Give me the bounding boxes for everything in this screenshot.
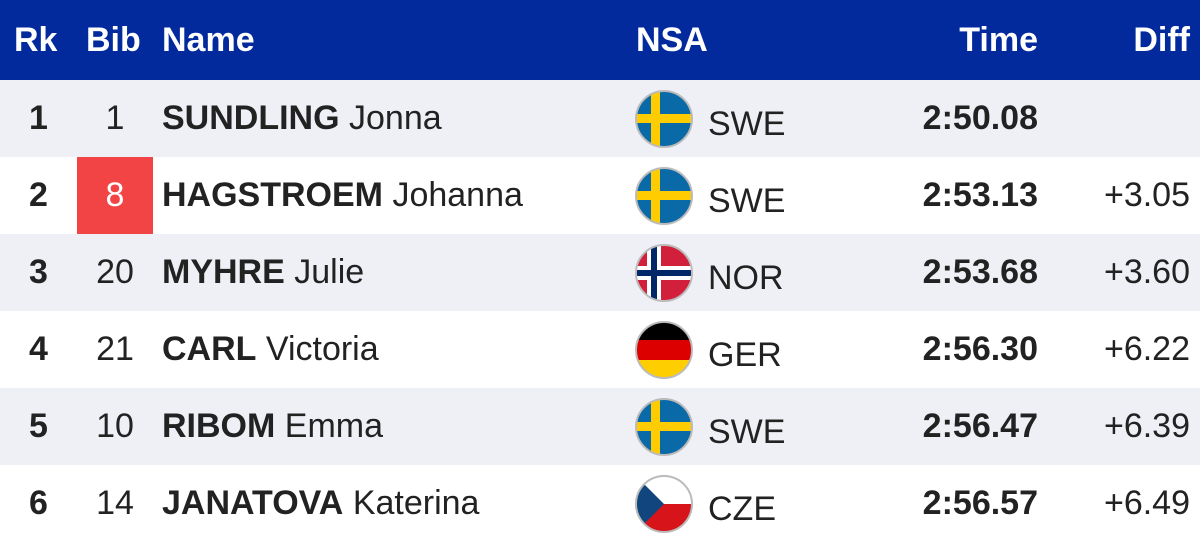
nsa: SWE (708, 182, 786, 220)
surname: HAGSTROEM (162, 176, 383, 214)
flag (634, 166, 694, 226)
flag (634, 474, 694, 534)
result-row[interactable]: 6 14 JANATOVA Katerina CZE 2:56.57 +6.49 (0, 465, 1200, 539)
header-cell[interactable]: Bib (86, 21, 141, 59)
athlete-name[interactable]: CARL Victoria (162, 311, 379, 388)
surname: MYHRE (162, 253, 285, 291)
diff: +6.22 (1103, 330, 1190, 368)
first-name: Katerina (352, 484, 480, 522)
surname: JANATOVA (162, 484, 344, 522)
first-name: Johanna (392, 176, 523, 214)
nsa: GER (708, 336, 782, 374)
surname: RIBOM (162, 407, 276, 445)
header-cell[interactable]: NSA (636, 21, 708, 59)
header-row: Rk Bib Name NSA Time Diff (0, 0, 1200, 80)
bib: 14 (96, 484, 134, 522)
flag (634, 320, 694, 380)
first-name: Jonna (349, 99, 442, 137)
result-row[interactable]: 2 8 HAGSTROEM Johanna SWE 2:53.13 +3.05 (0, 157, 1200, 234)
first-name: Victoria (265, 330, 379, 368)
result-row[interactable]: 4 21 CARL Victoria GER 2:56.30 +6.22 (0, 311, 1200, 388)
athlete-name[interactable]: HAGSTROEM Johanna (162, 157, 523, 234)
result-row[interactable]: 3 20 MYHRE Julie NOR 2:53.68 +3.60 (0, 234, 1200, 311)
diff: +3.05 (1103, 176, 1190, 214)
rank: 1 (29, 99, 48, 137)
bib: 10 (96, 407, 134, 445)
nsa: CZE (708, 490, 776, 528)
rank: 3 (29, 253, 48, 291)
nsa: SWE (708, 413, 786, 451)
result-row[interactable]: 5 10 RIBOM Emma SWE 2:56.47 +6.39 (0, 388, 1200, 465)
flag (634, 243, 694, 303)
time: 2:53.68 (922, 253, 1038, 291)
bib: 20 (96, 253, 134, 291)
nsa: NOR (708, 259, 784, 297)
bib: 21 (96, 330, 134, 368)
nsa: SWE (708, 105, 786, 143)
header-cell[interactable]: Time (959, 21, 1038, 59)
rank: 4 (29, 330, 48, 368)
athlete-name[interactable]: RIBOM Emma (162, 388, 383, 465)
rank: 6 (29, 484, 48, 522)
surname: CARL (162, 330, 257, 368)
flag (634, 397, 694, 457)
athlete-name[interactable]: JANATOVA Katerina (162, 465, 479, 542)
bib: 1 (105, 99, 125, 137)
diff: +6.39 (1103, 407, 1190, 445)
athlete-name[interactable]: SUNDLING Jonna (162, 80, 442, 157)
result-row[interactable]: 1 1 SUNDLING Jonna SWE 2:50.08 (0, 80, 1200, 157)
time: 2:50.08 (922, 99, 1038, 137)
time: 2:53.13 (922, 176, 1038, 214)
header-cell[interactable]: Diff (1133, 21, 1190, 59)
athlete-name[interactable]: MYHRE Julie (162, 234, 364, 311)
rank: 2 (29, 176, 48, 214)
first-name: Emma (284, 407, 384, 445)
header-cell[interactable]: Name (162, 21, 255, 59)
diff: +3.60 (1103, 253, 1190, 291)
time: 2:56.30 (922, 330, 1038, 368)
first-name: Julie (294, 253, 365, 291)
time: 2:56.57 (922, 484, 1038, 522)
diff: +6.49 (1103, 484, 1190, 522)
bib: 8 (77, 157, 153, 234)
flag (634, 89, 694, 149)
rank: 5 (29, 407, 48, 445)
header-cell[interactable]: Rk (14, 21, 58, 59)
time: 2:56.47 (922, 407, 1038, 445)
surname: SUNDLING (162, 99, 340, 137)
